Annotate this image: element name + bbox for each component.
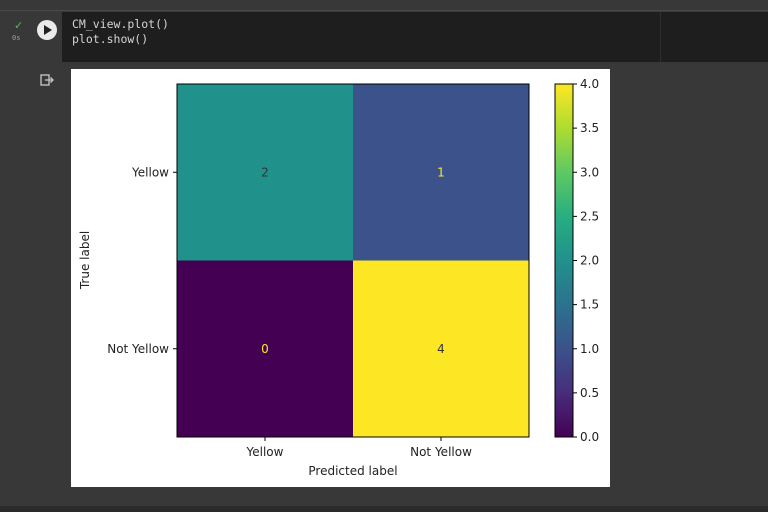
confusion-matrix-plot: 2 1 0 4 Yellow Not Yellow Yellow Not Yellow Pr… bbox=[78, 77, 599, 478]
code-editor-side-panel bbox=[660, 12, 768, 62]
matrix-frame bbox=[176, 83, 530, 438]
y-axis-label: True label bbox=[78, 231, 92, 290]
colorbar-tick-label: 0.5 bbox=[580, 386, 599, 400]
check-icon: ✓ bbox=[14, 19, 24, 32]
bottom-divider bbox=[0, 506, 768, 512]
x-tick-label: Not Yellow bbox=[410, 445, 472, 459]
colorbar-tick-label: 3.5 bbox=[580, 121, 599, 135]
code-line[interactable]: CM_view.plot() bbox=[72, 17, 169, 31]
colorbar-tick-label: 2.0 bbox=[580, 254, 599, 268]
matrix-cell bbox=[353, 84, 529, 261]
colorbar-tick-label: 3.0 bbox=[580, 165, 599, 179]
play-icon bbox=[44, 25, 52, 35]
matrix-cell bbox=[177, 84, 353, 261]
top-divider bbox=[0, 10, 768, 11]
x-tick-label: Yellow bbox=[246, 445, 284, 459]
colorbar-tick-label: 1.5 bbox=[580, 298, 599, 312]
cell-value-label: 0 bbox=[261, 342, 269, 356]
output-redirect-icon[interactable] bbox=[40, 72, 54, 91]
colorbar-tick-label: 4.0 bbox=[580, 77, 599, 91]
colorbar-tick-label: 1.0 bbox=[580, 342, 599, 356]
code-editor[interactable]: CM_view.plot() plot.show() bbox=[62, 12, 660, 62]
cell-value-label: 1 bbox=[437, 165, 445, 179]
colorbar-tick-label: 2.5 bbox=[580, 209, 599, 223]
execution-time: 0s bbox=[12, 34, 21, 42]
y-tick-label: Not Yellow bbox=[107, 342, 169, 356]
matrix-cell bbox=[353, 260, 529, 437]
colorbar bbox=[554, 83, 574, 438]
cell-output: 2 1 0 4 Yellow Not Yellow Yellow Not Yellow Pr… bbox=[71, 69, 610, 487]
matrix-cell bbox=[177, 260, 353, 437]
x-axis-label: Predicted label bbox=[308, 464, 397, 478]
code-line[interactable]: plot.show() bbox=[72, 32, 149, 46]
cell-value-label: 2 bbox=[261, 165, 269, 179]
colorbar-tick-label: 0.0 bbox=[580, 430, 599, 444]
y-tick-label: Yellow bbox=[131, 165, 169, 179]
cell-value-label: 4 bbox=[437, 342, 445, 356]
run-cell-button[interactable] bbox=[37, 20, 57, 40]
cell-status: ✓ 0s bbox=[8, 20, 28, 50]
